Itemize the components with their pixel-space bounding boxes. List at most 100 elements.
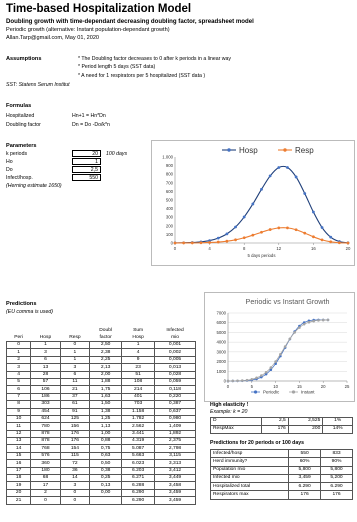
table-header-row: Peri Hosp Resp factor Hosp mio bbox=[7, 334, 196, 342]
x-axis-label: 5 days periods bbox=[248, 253, 276, 258]
table-row: Herd immunity? 60% 90% bbox=[209, 457, 353, 467]
y-tick-label: 600 bbox=[166, 189, 174, 194]
table-cell: 0 bbox=[59, 340, 91, 350]
y-tick-label: 2000 bbox=[216, 359, 226, 364]
table-row: Population mio 5,800 5,800 bbox=[209, 465, 353, 475]
table-cell: 91 bbox=[59, 407, 91, 416]
table-cell: 0 bbox=[59, 488, 91, 498]
table-cell: 1 bbox=[59, 355, 91, 365]
y-tick-label: 100 bbox=[166, 232, 174, 237]
table-row: 19 17 3 0,13 6.288 3,458 bbox=[5, 481, 196, 490]
data-point-resp bbox=[303, 231, 307, 235]
table-cell: 7 bbox=[5, 392, 32, 402]
table-cell: 6.271 bbox=[121, 474, 156, 483]
legend-marker bbox=[283, 148, 287, 152]
table-cell: 1,63 bbox=[89, 392, 123, 402]
table-cell: 6.288 bbox=[121, 481, 156, 490]
table-cell: 6.290 bbox=[288, 482, 322, 492]
table-cell: 6.203 bbox=[121, 466, 156, 476]
table-cell: 0,25 bbox=[89, 474, 123, 483]
table-cell: 13 bbox=[30, 363, 61, 372]
data-point-resp bbox=[242, 236, 246, 240]
y-tick-label: 1000 bbox=[216, 369, 226, 374]
table-cell: 768 bbox=[30, 444, 61, 453]
table-cell: 4.319 bbox=[121, 437, 156, 446]
table-cell: 176 bbox=[288, 490, 322, 500]
table-row: 17 180 36 0,38 6.203 3,412 bbox=[5, 466, 196, 476]
assumptions-label: Assumptions bbox=[6, 56, 42, 62]
table-cell: 6 bbox=[59, 370, 91, 379]
table-cell: 200 bbox=[287, 424, 324, 434]
table-row: 12 878 176 1,00 3.441 1,892 bbox=[5, 429, 196, 439]
data-point-resp bbox=[312, 235, 315, 239]
table-cell: 23 bbox=[121, 363, 156, 372]
data-point-resp bbox=[294, 228, 298, 232]
table-row: 8 303 61 1,50 703 0,387 bbox=[5, 400, 196, 409]
elasticity-example: Example: k = 20 bbox=[210, 409, 248, 415]
hosp-resp-chart-svg: 0 100 200 300 400 500 600 700 800 900 1.000 0 4 8 12 16… bbox=[162, 146, 351, 258]
data-point-hosp bbox=[242, 215, 246, 219]
assumption-item: * The Doubling factor decreases to 0 aft… bbox=[78, 56, 232, 62]
table-cell: 5,800 bbox=[288, 465, 322, 475]
table-row: 5 57 11 1,88 108 0,059 bbox=[5, 377, 196, 387]
table-cell: 176 bbox=[59, 429, 91, 439]
x-tick-label: 0 bbox=[174, 246, 177, 251]
table-cell: 51 bbox=[121, 370, 156, 379]
data-point-resp bbox=[199, 241, 203, 245]
data-point-instant bbox=[264, 370, 268, 374]
table-cell: 2,25 bbox=[89, 355, 123, 365]
table-cell: 3 bbox=[30, 348, 61, 357]
table-cell: 0,13 bbox=[89, 481, 123, 490]
table-cell: 1.782 bbox=[121, 414, 156, 424]
assumptions-note: SST: Statens Serum Institut bbox=[6, 82, 70, 88]
table-cell: 21 bbox=[59, 385, 91, 394]
table-cell: 0,118 bbox=[154, 385, 196, 394]
table-cell: 0,002 bbox=[154, 348, 196, 357]
table-cell: 180 bbox=[30, 466, 61, 476]
infect-hosp-input[interactable]: 550 bbox=[72, 174, 101, 181]
table-cell: 3 bbox=[59, 363, 91, 372]
table-cell: 16 bbox=[5, 459, 32, 468]
table-row: 14 768 154 0,75 5.087 2,798 bbox=[5, 444, 196, 453]
legend-marker bbox=[291, 390, 296, 394]
table-cell: 0,001 bbox=[154, 340, 196, 350]
table-cell: 6.290 bbox=[320, 482, 353, 492]
table-row: 15 576 115 0,63 5.663 3,115 bbox=[5, 451, 196, 461]
column-header: Sum bbox=[133, 327, 144, 333]
table-cell: 61 bbox=[59, 400, 91, 409]
table-row: Infected mio 3,459 5,200 bbox=[209, 473, 353, 484]
table-cell: 0,88 bbox=[89, 437, 123, 446]
table-cell: 3 bbox=[5, 363, 32, 372]
table-cell: 1 bbox=[121, 340, 156, 350]
table-cell: 14% bbox=[322, 424, 353, 434]
table-cell: 28 bbox=[30, 370, 61, 379]
table-row: 4 28 6 2,00 51 0,028 bbox=[5, 370, 196, 379]
table-cell: 4 bbox=[121, 348, 156, 357]
table-cell: 1,13 bbox=[89, 422, 123, 431]
table-cell: 9 bbox=[5, 407, 32, 416]
table-cell: 0,637 bbox=[154, 407, 196, 416]
data-point-instant bbox=[288, 337, 292, 341]
x-tick-label: 4 bbox=[208, 246, 211, 251]
table-cell: 878 bbox=[30, 437, 61, 446]
table-cell: 0,50 bbox=[89, 459, 123, 468]
data-point-instant bbox=[317, 319, 320, 322]
table-cell: 176 bbox=[59, 437, 91, 446]
parameters-note: (Herning estimate 1650) bbox=[6, 183, 62, 189]
ho-input[interactable]: 1 bbox=[72, 158, 101, 165]
table-row: 20 2 0 0,00 6.290 3,459 bbox=[5, 488, 196, 498]
do-input[interactable]: 2,5 bbox=[72, 166, 101, 173]
assumption-item: * A need for 1 respirators per 5 hospita… bbox=[78, 73, 206, 79]
table-cell: 12 bbox=[5, 429, 32, 439]
table-cell: 3,412 bbox=[154, 466, 196, 476]
data-point-hosp bbox=[320, 226, 324, 229]
legend-marker bbox=[253, 390, 258, 394]
table-cell: 2,798 bbox=[154, 444, 196, 453]
legend-marker bbox=[227, 148, 231, 152]
data-point-periodic bbox=[269, 368, 273, 372]
legend-label: Hosp bbox=[239, 146, 258, 155]
k-periods-input[interactable]: 20 bbox=[72, 150, 101, 157]
page-subtitle: Doubling growth with time-dependant decr… bbox=[6, 18, 254, 25]
data-point-resp bbox=[329, 240, 333, 244]
table-cell: 6 bbox=[5, 385, 32, 394]
